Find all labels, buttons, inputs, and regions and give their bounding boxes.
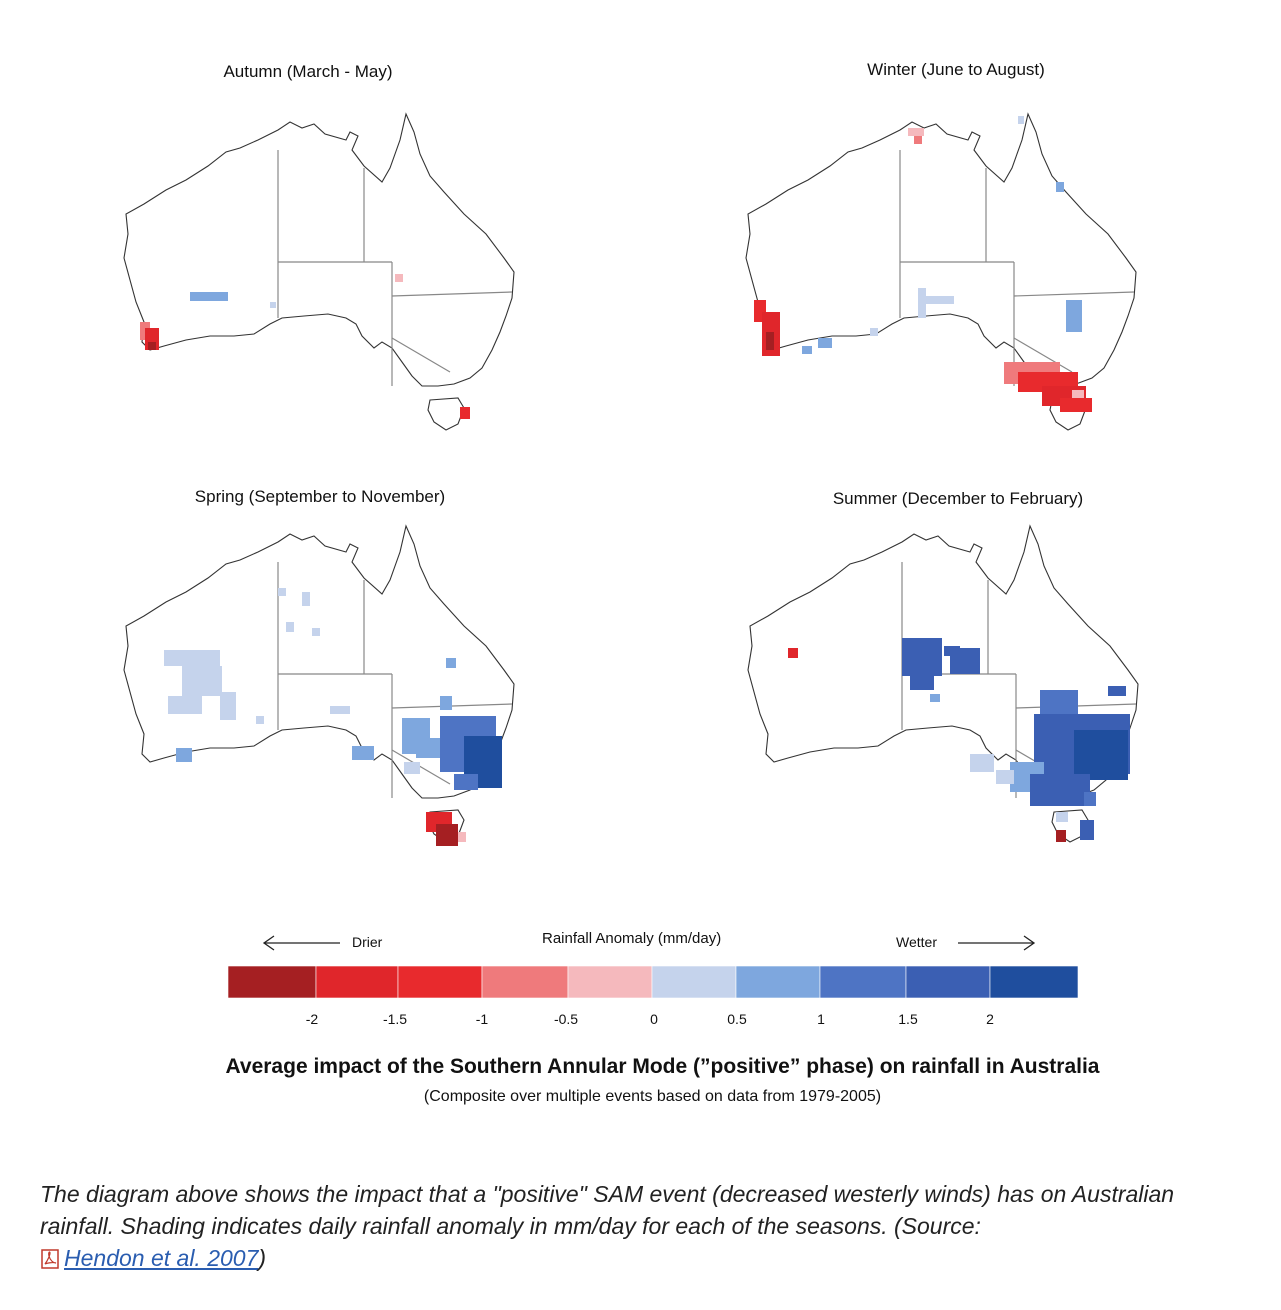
state-borders <box>277 150 513 386</box>
spring-anomaly-cells <box>164 588 502 846</box>
drier-label: Drier <box>352 934 383 950</box>
winter-anomaly-cells <box>754 116 1092 412</box>
autumn-panel-title: Autumn (March - May) <box>223 62 393 81</box>
colorbar-segment <box>819 966 907 998</box>
tick-label: 1.5 <box>898 1011 918 1027</box>
source-link[interactable]: Hendon et al. 2007 <box>64 1245 259 1271</box>
tick-label: 1 <box>817 1011 825 1027</box>
pdf-icon <box>40 1245 60 1277</box>
tick-label: -0.5 <box>553 1011 579 1027</box>
spring-panel-title: Spring (September to November) <box>194 487 446 506</box>
colorbar-segment <box>651 966 737 998</box>
tick-label: 0.5 <box>727 1011 747 1027</box>
tick-label: -1.5 <box>382 1011 408 1027</box>
summer-panel-title: Summer (December to February) <box>832 489 1084 508</box>
tick-label: -1 <box>475 1011 489 1027</box>
summer-anomaly-cells <box>788 638 1130 842</box>
figure-main-title: Average impact of the Southern Annular M… <box>225 1055 1100 1078</box>
colorbar-segment <box>989 966 1078 998</box>
wetter-label: Wetter <box>896 934 937 950</box>
legend-title: Rainfall Anomaly (mm/day) <box>542 930 722 947</box>
australia-outline <box>123 112 515 431</box>
colorbar-segment <box>735 966 821 998</box>
spring-map <box>123 524 515 846</box>
colorbar-segment <box>397 966 483 998</box>
colorbar-segment <box>567 966 653 998</box>
legend-colorbar <box>228 966 1078 998</box>
figure-caption: The diagram above shows the impact that … <box>40 1178 1240 1277</box>
colorbar-segment <box>905 966 991 998</box>
winter-map <box>745 112 1137 431</box>
winter-panel-title: Winter (June to August) <box>867 60 1045 79</box>
tick-label: -2 <box>305 1011 319 1027</box>
caption-text: The diagram above shows the impact that … <box>40 1181 1175 1239</box>
caption-close: ) <box>258 1245 267 1271</box>
autumn-anomaly-cells <box>140 274 470 419</box>
tick-label: 0 <box>650 1011 658 1027</box>
colorbar-segment <box>315 966 399 998</box>
summer-map <box>747 524 1139 843</box>
figure-subtitle: (Composite over multiple events based on… <box>423 1088 882 1105</box>
colorbar-segment <box>228 966 317 998</box>
state-borders <box>899 150 1135 386</box>
drier-arrow <box>262 935 340 951</box>
colorbar-segment <box>481 966 569 998</box>
autumn-map <box>123 112 515 431</box>
wetter-arrow <box>958 935 1036 951</box>
tick-label: 2 <box>986 1011 994 1027</box>
